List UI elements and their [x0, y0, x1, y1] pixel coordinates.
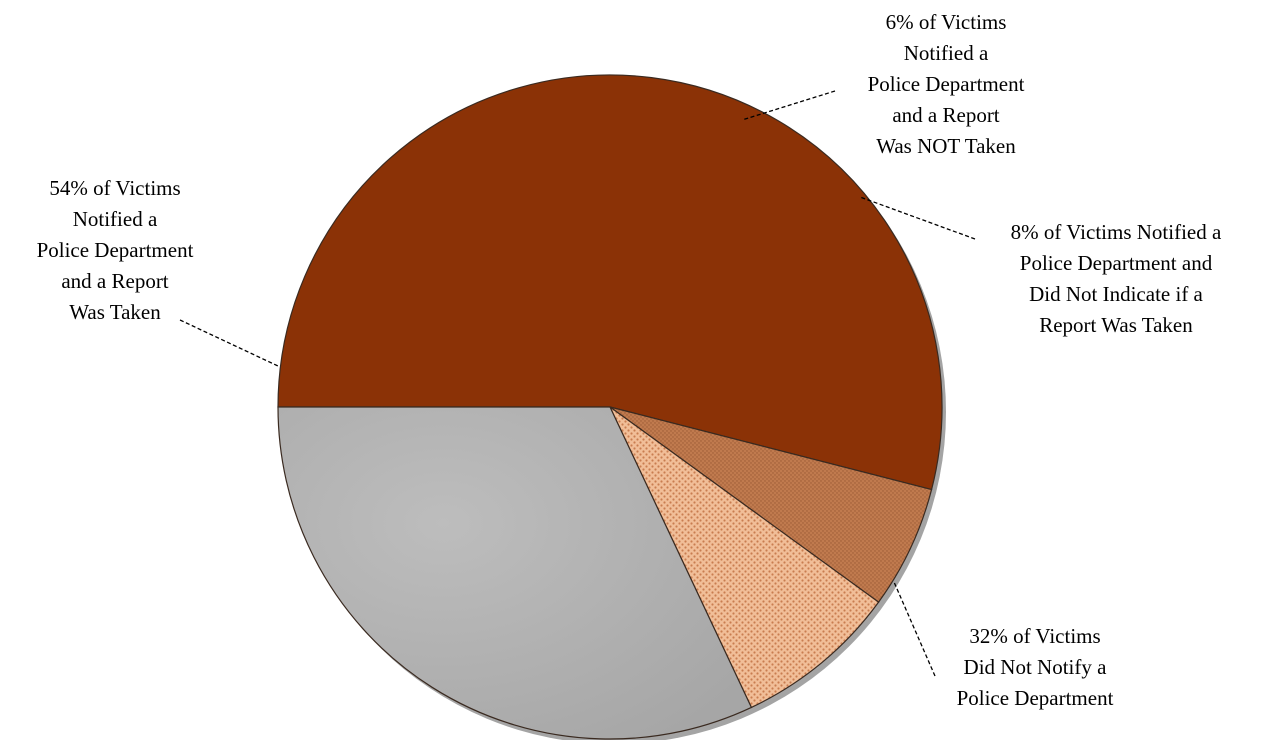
slice-label-line: and a Report: [61, 269, 168, 293]
slice-label-line: Police Department: [37, 238, 194, 262]
slice-label-report-not-taken: 6% of Victims Notified a Police Department…: [868, 10, 1025, 158]
slice-label-line: 54% of Victims: [49, 176, 180, 200]
leader-lines: [179, 90, 976, 677]
slice-label-line: Was NOT Taken: [876, 134, 1016, 158]
slice-label-line: Police Department and: [1020, 251, 1213, 275]
slice-label-line: 6% of Victims: [886, 10, 1007, 34]
pie-slices: [277, 74, 943, 740]
slice-label-line: 8% of Victims Notified a: [1011, 220, 1222, 244]
slice-report-taken: [277, 74, 943, 491]
slice-label-line: 32% of Victims: [969, 624, 1100, 648]
slice-label-report-taken: 54% of Victims Notified a Police Departmen…: [37, 176, 194, 324]
slice-label-line: Notified a: [904, 41, 989, 65]
slice-report-unknown: [609, 406, 880, 709]
leader-line-2: [859, 196, 976, 240]
slice-label-line: Police Department: [868, 72, 1025, 96]
slice-label-line: Report Was Taken: [1039, 313, 1193, 337]
slice-labels: 54% of Victims Notified a Police Departmen…: [37, 10, 1222, 710]
slice-label-report-unknown: 8% of Victims Notified a Police Departmen…: [1011, 220, 1222, 337]
slice-label-line: Did Not Notify a: [964, 655, 1108, 679]
slice-label-did-not-notify: 32% of Victims Did Not Notify a Police Dep…: [957, 624, 1114, 710]
slice-report-not-taken: [609, 406, 933, 603]
leader-line-1: [741, 90, 836, 121]
slice-label-line: Was Taken: [69, 300, 161, 324]
slice-label-line: and a Report: [892, 103, 999, 127]
slice-label-line: Notified a: [73, 207, 158, 231]
leader-line-3: [893, 581, 936, 677]
leader-line-0: [179, 319, 279, 367]
slice-did-not-notify: [277, 406, 753, 740]
slice-label-line: Did Not Indicate if a: [1029, 282, 1203, 306]
slice-label-line: Police Department: [957, 686, 1114, 710]
